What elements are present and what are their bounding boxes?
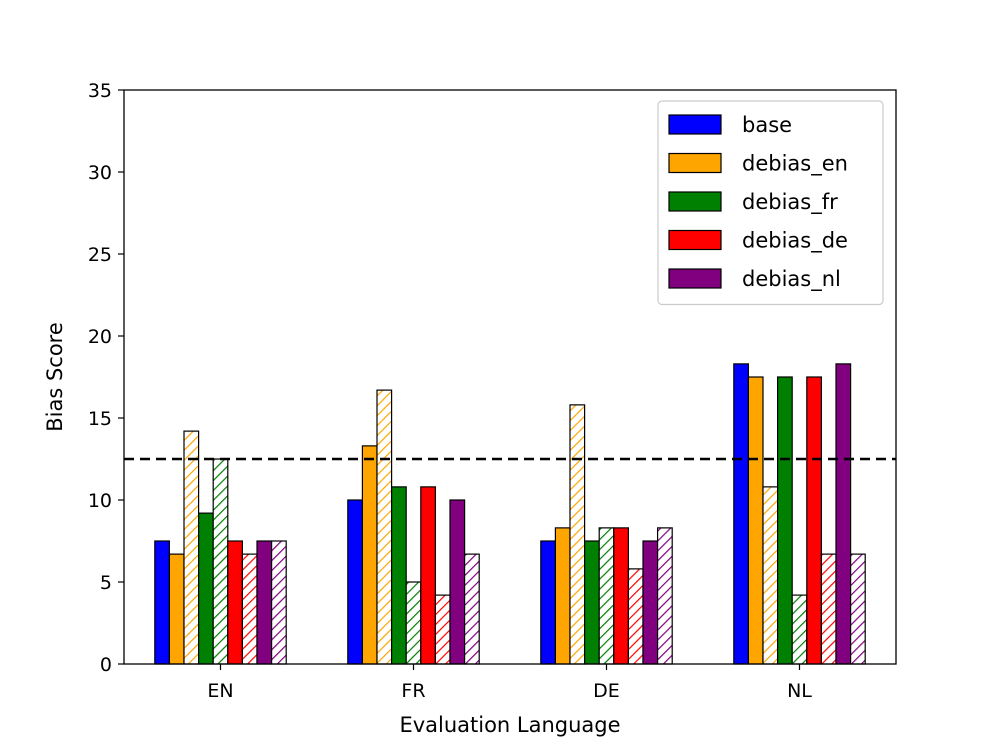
legend-swatch-debias_en: [668, 152, 722, 174]
bar-debias_de-fr: [420, 486, 436, 665]
y-tick-label: 10: [88, 490, 112, 512]
bar-debias_nl-hatched-fr: [464, 553, 480, 665]
bar-debias_nl-nl: [835, 363, 852, 665]
bar-debias_fr-de: [583, 540, 600, 665]
bar-debias_en-hatched-fr: [376, 389, 393, 665]
bar-debias_fr-hatched-nl: [791, 594, 808, 665]
bar-debias_fr-hatched-en: [212, 458, 229, 665]
x-axis-title: Evaluation Language: [399, 713, 620, 737]
bar-debias_de-en: [227, 540, 244, 665]
bar-debias_en-hatched-nl: [762, 486, 779, 665]
bar-base-nl: [733, 363, 749, 665]
bar-debias_fr-nl: [776, 376, 793, 665]
bar-debias_nl-fr: [449, 499, 466, 665]
y-tick-label: 30: [88, 162, 112, 184]
x-tick-label-en: EN: [207, 680, 233, 702]
legend-box: [657, 100, 884, 306]
x-tick-label-fr: FR: [401, 680, 425, 702]
x-axis: EN FR DE NL: [207, 664, 812, 702]
legend-label-debias_nl: debias_nl: [742, 267, 841, 292]
bar-debias_en-hatched-en: [183, 430, 200, 665]
bar-base-en: [154, 540, 171, 665]
legend-label-debias_fr: debias_fr: [742, 190, 838, 215]
bar-debias_fr-hatched-fr: [405, 581, 422, 665]
legend-label-base: base: [742, 113, 792, 137]
bar-debias_nl-de: [642, 540, 659, 665]
plot-frame: [123, 89, 897, 665]
bars-layer: [154, 363, 866, 665]
bar-base-fr: [347, 499, 363, 665]
y-tick-label: 35: [88, 80, 112, 102]
bar-debias_en-en: [168, 553, 185, 665]
bar-debias_en-de: [554, 527, 571, 665]
bar-debias_de-hatched-de: [627, 568, 644, 665]
x-tick-label-de: DE: [593, 680, 620, 702]
bar-debias_en-fr: [361, 445, 378, 665]
y-axis: 0 5 10 15 20 25 30 35: [88, 80, 124, 676]
legend-swatch-debias_de: [668, 229, 722, 251]
bar-debias_de-hatched-fr: [434, 594, 451, 665]
legend: base debias_en debias_fr debias_de debias_nl: [657, 100, 884, 306]
bar-debias_nl-en: [256, 540, 273, 665]
bar-debias_en-nl: [747, 376, 764, 665]
y-tick-label: 15: [88, 408, 112, 430]
bar-debias_nl-hatched-de: [656, 527, 673, 665]
bar-base-de: [540, 540, 556, 665]
legend-swatch-base: [668, 114, 722, 135]
bar-debias_en-hatched-de: [569, 404, 586, 665]
y-axis-title: Bias Score: [43, 322, 67, 432]
y-tick-label: 20: [88, 326, 112, 348]
legend-swatch-debias_nl: [668, 268, 722, 289]
legend-label-debias_de: debias_de: [742, 229, 848, 254]
y-tick-label: 0: [100, 654, 112, 676]
bar-debias_de-hatched-en: [241, 553, 258, 665]
bar-debias_de-nl: [806, 376, 822, 665]
y-tick-label: 25: [88, 244, 112, 266]
bar-debias_fr-fr: [391, 486, 407, 665]
bar-debias_de-hatched-nl: [820, 553, 837, 665]
x-tick-label-nl: NL: [787, 680, 812, 702]
bar-debias_de-de: [613, 527, 629, 665]
legend-swatch-debias_fr: [668, 191, 722, 212]
bar-debias_fr-en: [198, 512, 214, 665]
bar-debias_nl-hatched-nl: [849, 553, 866, 665]
y-tick-label: 5: [100, 572, 112, 594]
bar-debias_nl-hatched-en: [271, 540, 287, 665]
legend-label-debias_en: debias_en: [742, 152, 848, 177]
bar-debias_fr-hatched-de: [598, 527, 615, 665]
